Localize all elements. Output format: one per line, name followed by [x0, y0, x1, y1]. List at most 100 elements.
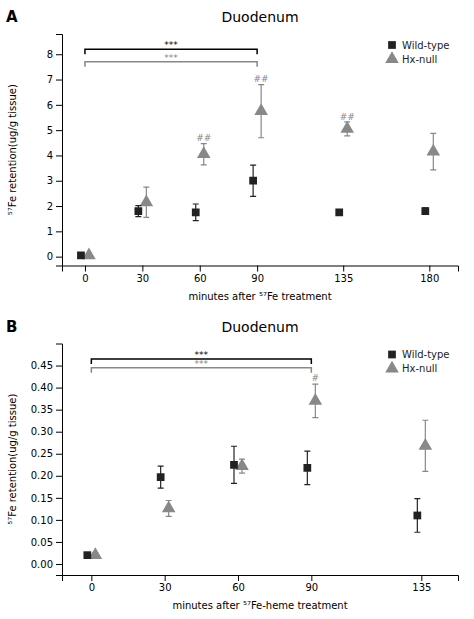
x-tick: 60	[194, 266, 207, 284]
x-tick-mark	[429, 266, 430, 272]
y-tick: 8	[47, 49, 62, 60]
y-tick: 0.35	[31, 404, 62, 415]
x-tick-label: 0	[89, 582, 95, 593]
y-tick-mark	[56, 181, 62, 182]
x-tick-label: 90	[251, 273, 264, 284]
panel: 0 30 60 90 135 0.00 0.05 0.10 0.15 0.20 0.25 0.30 0.…	[6, 318, 459, 612]
point	[134, 207, 142, 215]
y-tick-label: 5	[47, 125, 53, 136]
x-tick-mark	[238, 575, 239, 581]
plot-area: 0306090135180012345678******######Wild-t…	[7, 9, 459, 302]
annotation: ##	[340, 112, 355, 122]
point	[162, 501, 176, 513]
point	[419, 438, 433, 450]
series	[82, 85, 440, 260]
y-tick: 0.15	[31, 493, 62, 504]
y-tick-mark	[56, 54, 62, 55]
x-tick-mark	[165, 575, 166, 581]
legend-label: Hx-null	[402, 363, 437, 374]
x-tick-label: 60	[194, 273, 207, 284]
y-tick-mark	[56, 257, 62, 258]
point	[197, 146, 211, 158]
x-tick: 30	[136, 266, 149, 284]
legend-item: Hx-null	[385, 51, 437, 64]
point	[230, 461, 238, 469]
y-tick: 0.00	[31, 559, 62, 570]
point	[254, 103, 268, 115]
y-tick: 6	[47, 100, 62, 111]
series	[89, 384, 433, 559]
y-tick: 0.10	[31, 515, 62, 526]
point	[140, 194, 154, 206]
y-tick-mark	[56, 388, 62, 389]
error-bar	[414, 499, 420, 533]
x-tick: 0	[82, 266, 88, 284]
y-tick: 0.45	[31, 360, 62, 371]
y-tick-mark	[56, 206, 62, 207]
legend-label: Hx-null	[402, 54, 437, 65]
point	[249, 177, 257, 185]
y-tick-label: 0.25	[31, 448, 53, 459]
y-tick-label: 0.30	[31, 426, 53, 437]
point	[427, 144, 441, 156]
point	[303, 464, 311, 472]
legend-symbol	[385, 51, 399, 63]
y-tick-label: 7	[47, 74, 53, 85]
x-tick-label: 30	[159, 582, 172, 593]
data-marks	[77, 85, 440, 260]
chart-root: 0306090135180012345678******######Wild-t…	[0, 0, 474, 619]
series	[77, 165, 429, 259]
y-axis: 0.000.050.100.150.200.250.300.350.400.45	[31, 344, 63, 576]
y-axis-line	[56, 344, 63, 576]
y-tick: 3	[47, 175, 62, 186]
x-tick-mark	[343, 266, 344, 272]
x-tick: 135	[334, 266, 353, 284]
y-tick: 0.20	[31, 470, 62, 481]
y-tick-label: 1	[47, 226, 53, 237]
series	[83, 446, 421, 559]
y-tick-mark	[56, 231, 62, 232]
panel-label: A	[6, 8, 18, 26]
y-tick-label: 0.00	[31, 559, 53, 570]
x-tick-label: 180	[420, 273, 439, 284]
point	[421, 207, 429, 215]
y-tick-label: 0.20	[31, 470, 53, 481]
point	[413, 512, 421, 520]
x-tick: 0	[89, 575, 95, 593]
y-tick-mark	[56, 105, 62, 106]
x-axis-title: minutes after ⁵⁷Fe-heme treatment	[172, 600, 347, 611]
x-tick-label: 135	[412, 582, 431, 593]
legend-symbol	[388, 351, 396, 359]
x-tick-mark	[142, 266, 143, 272]
legend-item: Hx-null	[385, 361, 437, 374]
y-tick: 2	[47, 201, 62, 212]
x-axis-line	[63, 266, 459, 272]
x-tick-mark	[85, 266, 86, 272]
y-tick-mark	[56, 454, 62, 455]
panel: 0306090135180012345678******######Wild-t…	[6, 8, 459, 302]
y-tick: 0.25	[31, 448, 62, 459]
annotations: #	[312, 373, 320, 383]
y-tick-mark	[56, 498, 62, 499]
error-bar	[250, 165, 256, 196]
legend: Wild-typeHx-null	[385, 40, 449, 65]
x-tick: 135	[412, 575, 431, 593]
y-tick-label: 6	[47, 100, 53, 111]
x-tick-mark	[257, 266, 258, 272]
x-tick-label: 0	[82, 273, 88, 284]
y-axis-line	[56, 35, 63, 267]
bracket-label: ***	[164, 53, 178, 63]
y-tick-mark	[56, 410, 62, 411]
legend-item: Wild-type	[388, 349, 449, 360]
brackets: ******	[91, 350, 311, 373]
x-tick-mark	[311, 575, 312, 581]
y-tick-mark	[56, 130, 62, 131]
x-tick-label: 60	[232, 582, 245, 593]
point	[77, 252, 85, 260]
title: Duodenum	[221, 319, 298, 335]
bracket-label: ***	[195, 359, 209, 369]
error-bar	[135, 206, 141, 217]
y-tick-label: 0.15	[31, 493, 53, 504]
y-tick-label: 0.05	[31, 537, 53, 548]
x-tick-label: 90	[305, 582, 318, 593]
